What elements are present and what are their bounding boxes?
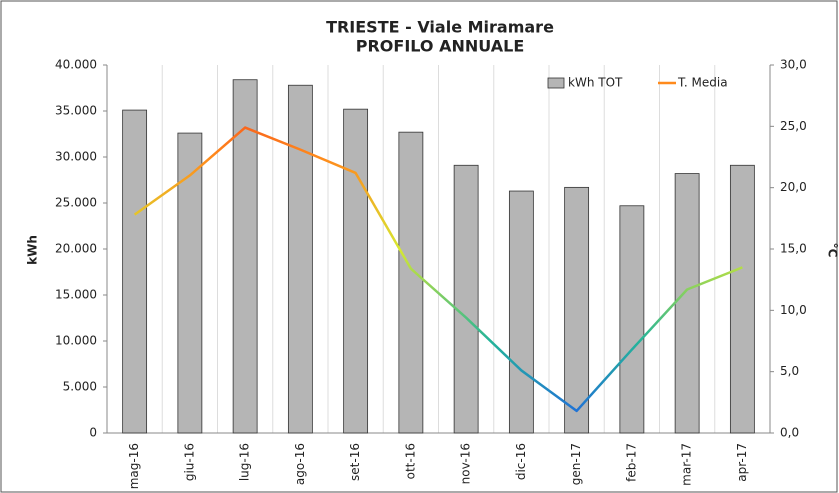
chart-title: TRIESTE - Viale Miramare bbox=[326, 18, 554, 37]
x-tick-label: dic-16 bbox=[514, 443, 528, 480]
bar bbox=[177, 132, 203, 434]
y2-tick-label: 20,0 bbox=[780, 180, 807, 194]
y2-tick-label: 10,0 bbox=[780, 303, 807, 317]
legend-label: kWh TOT bbox=[568, 76, 623, 90]
bar bbox=[508, 190, 534, 434]
bar bbox=[674, 173, 700, 434]
bar bbox=[453, 164, 479, 434]
bar bbox=[122, 109, 148, 434]
x-tick-label: mag-16 bbox=[127, 443, 141, 489]
legend-label: T. Media bbox=[677, 76, 728, 90]
x-tick-label: ott-16 bbox=[403, 443, 417, 479]
x-tick-label: giu-16 bbox=[182, 443, 196, 481]
bar bbox=[564, 186, 590, 434]
y2-tick-label: 25,0 bbox=[780, 119, 807, 133]
y-tick-label: 20.000 bbox=[55, 242, 97, 256]
x-tick-label: gen-17 bbox=[569, 443, 583, 485]
y2-tick-label: 5,0 bbox=[780, 364, 799, 378]
y2-tick-label: 0,0 bbox=[780, 426, 799, 440]
bar bbox=[232, 79, 258, 434]
y-tick-label: 40.000 bbox=[55, 58, 97, 72]
bar bbox=[343, 108, 369, 434]
y-axis-label: kWh bbox=[26, 235, 40, 265]
y-tick-label: 10.000 bbox=[55, 334, 97, 348]
bar bbox=[619, 205, 645, 434]
x-tick-label: ago-16 bbox=[293, 443, 307, 485]
bar bbox=[398, 131, 424, 434]
temperature-line bbox=[133, 126, 743, 413]
x-tick-label: feb-17 bbox=[624, 443, 638, 482]
bar bbox=[287, 84, 313, 434]
legend-swatch bbox=[547, 77, 565, 89]
x-tick-label: mar-17 bbox=[680, 443, 694, 486]
y-tick-label: 5.000 bbox=[63, 380, 97, 394]
x-tick-label: apr-17 bbox=[735, 443, 749, 482]
y-tick-label: 15.000 bbox=[55, 288, 97, 302]
x-tick-label: lug-16 bbox=[238, 443, 252, 481]
x-tick-label: set-16 bbox=[348, 443, 362, 481]
y-tick-label: 35.000 bbox=[55, 104, 97, 118]
y-tick-label: 30.000 bbox=[55, 150, 97, 164]
y2-axis-label: °C bbox=[826, 243, 839, 258]
x-tick-label: nov-16 bbox=[459, 443, 473, 484]
y2-tick-label: 15,0 bbox=[780, 242, 807, 256]
y-tick-label: 0 bbox=[89, 426, 97, 440]
y2-tick-label: 30,0 bbox=[780, 58, 807, 72]
chart-subtitle: PROFILO ANNUALE bbox=[356, 37, 525, 56]
y-tick-label: 25.000 bbox=[55, 196, 97, 210]
bar bbox=[729, 164, 755, 434]
